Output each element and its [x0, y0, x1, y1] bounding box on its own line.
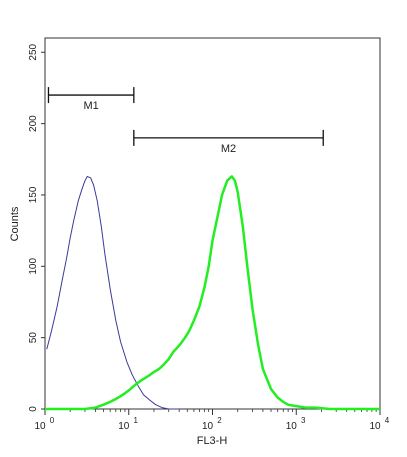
x-tick-exponent: 0: [50, 416, 55, 425]
x-axis-label: FL3-H: [197, 435, 228, 447]
plot-frame: [44, 37, 381, 410]
y-tick-label: 100: [28, 258, 39, 275]
y-tick-label: 250: [28, 43, 39, 60]
x-tick-label: 10: [369, 421, 381, 432]
y-tick-label: 0: [28, 406, 39, 412]
x-tick-label: 10: [34, 421, 46, 432]
y-tick-label: 200: [28, 115, 39, 132]
x-tick-exponent: 4: [385, 416, 390, 425]
stained-histogram-line: [45, 175, 380, 411]
x-tick-label: 10: [202, 421, 214, 432]
marker-label: M1: [84, 100, 99, 112]
y-axis-label: Counts: [9, 206, 21, 241]
y-axis: 0 50 100 150 200 250: [28, 43, 45, 412]
y-tick-label: 50: [28, 332, 39, 344]
y-tick-label: 150: [28, 186, 39, 203]
x-tick-exponent: 3: [301, 416, 306, 425]
x-tick-label: 10: [118, 421, 130, 432]
region-markers: M1 M2: [47, 87, 324, 155]
control-histogram-line: [46, 175, 180, 410]
x-tick-label: 10: [286, 421, 298, 432]
x-tick-exponent: 1: [134, 416, 139, 425]
x-tick-exponent: 2: [217, 416, 222, 425]
marker-label: M2: [221, 143, 236, 155]
histogram-series: [45, 175, 380, 411]
